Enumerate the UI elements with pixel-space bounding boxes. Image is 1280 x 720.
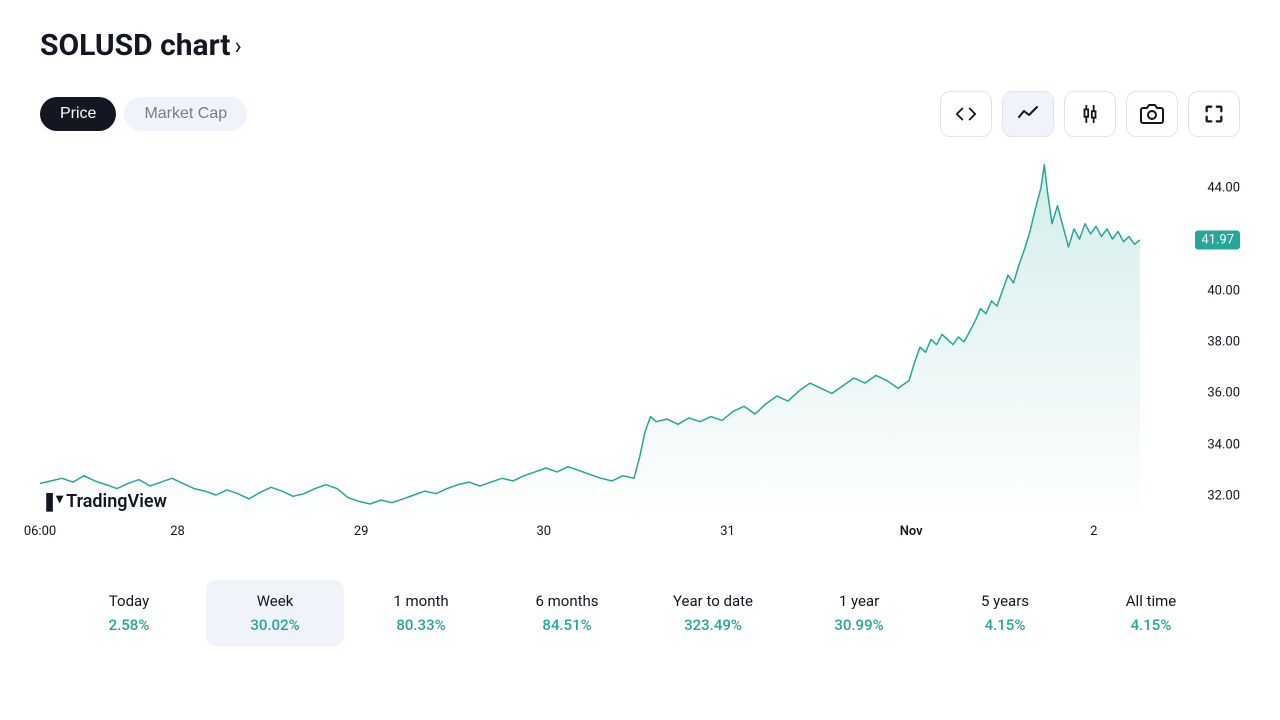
- perf-label: Year to date: [652, 592, 774, 610]
- perf-value: 84.51%: [506, 616, 628, 634]
- perf-item-5-years[interactable]: 5 years 4.15%: [936, 580, 1074, 646]
- perf-item-1-month[interactable]: 1 month 80.33%: [352, 580, 490, 646]
- perf-label: 1 year: [798, 592, 920, 610]
- chart-svg: [40, 162, 1140, 522]
- x-tick: 31: [720, 524, 735, 539]
- perf-value: 4.15%: [1090, 616, 1212, 634]
- tradingview-text: TradingView: [66, 491, 167, 512]
- perf-label: Today: [68, 592, 190, 610]
- perf-item-1-year[interactable]: 1 year 30.99%: [790, 580, 928, 646]
- perf-value: 80.33%: [360, 616, 482, 634]
- perf-value: 30.02%: [214, 616, 336, 634]
- metric-toggle: Price Market Cap: [40, 97, 247, 131]
- current-price-tag: 41.97: [1195, 230, 1240, 249]
- perf-item-year-to-date[interactable]: Year to date 323.49%: [644, 580, 782, 646]
- y-tick: 40.00: [1207, 283, 1240, 298]
- chevron-right-icon: ›: [234, 32, 241, 60]
- y-tick: 36.00: [1207, 386, 1240, 401]
- perf-item-today[interactable]: Today 2.58%: [60, 580, 198, 646]
- perf-item-6-months[interactable]: 6 months 84.51%: [498, 580, 636, 646]
- perf-value: 4.15%: [944, 616, 1066, 634]
- price-tab[interactable]: Price: [40, 97, 116, 131]
- area-chart-icon: [1016, 102, 1040, 126]
- fullscreen-icon: [1203, 103, 1225, 125]
- y-tick: 34.00: [1207, 437, 1240, 452]
- y-axis: 32.00 34.00 36.00 38.00 40.00 44.00 41.97: [1180, 162, 1240, 522]
- perf-label: 6 months: [506, 592, 628, 610]
- x-tick: 28: [170, 524, 185, 539]
- perf-value: 2.58%: [68, 616, 190, 634]
- y-tick: 38.00: [1207, 335, 1240, 350]
- perf-label: All time: [1090, 592, 1212, 610]
- area-chart-button[interactable]: [1002, 91, 1054, 137]
- perf-label: 5 years: [944, 592, 1066, 610]
- y-tick: 44.00: [1207, 180, 1240, 195]
- embed-button[interactable]: [940, 91, 992, 137]
- perf-item-all-time[interactable]: All time 4.15%: [1082, 580, 1220, 646]
- perf-label: 1 month: [360, 592, 482, 610]
- x-tick: Nov: [900, 524, 923, 539]
- price-chart[interactable]: 32.0034.0036.0038.0040.0044.0041.97 06:0…: [40, 162, 1240, 562]
- fullscreen-button[interactable]: [1188, 91, 1240, 137]
- chart-toolbar: [940, 91, 1240, 137]
- candlestick-button[interactable]: [1064, 91, 1116, 137]
- tradingview-mark-icon: ❚▾: [42, 491, 62, 512]
- tradingview-logo: ❚▾ TradingView: [42, 491, 167, 512]
- x-tick: 30: [536, 524, 551, 539]
- screenshot-button[interactable]: [1126, 91, 1178, 137]
- x-tick: 2: [1090, 524, 1097, 539]
- perf-value: 30.99%: [798, 616, 920, 634]
- camera-icon: [1140, 102, 1164, 126]
- chart-title: SOLUSD chart: [40, 28, 230, 63]
- candlestick-icon: [1079, 103, 1101, 125]
- y-tick: 32.00: [1207, 489, 1240, 504]
- perf-value: 323.49%: [652, 616, 774, 634]
- x-tick: 29: [354, 524, 369, 539]
- perf-item-week[interactable]: Week 30.02%: [206, 580, 344, 646]
- x-axis: 06:0028293031Nov2: [40, 524, 1140, 544]
- code-icon: [955, 103, 977, 125]
- market-cap-tab[interactable]: Market Cap: [124, 97, 247, 131]
- chart-title-row[interactable]: SOLUSD chart ›: [40, 28, 1240, 63]
- x-tick: 06:00: [24, 524, 56, 539]
- performance-row: Today 2.58% Week 30.02% 1 month 80.33% 6 month…: [40, 562, 1240, 646]
- perf-label: Week: [214, 592, 336, 610]
